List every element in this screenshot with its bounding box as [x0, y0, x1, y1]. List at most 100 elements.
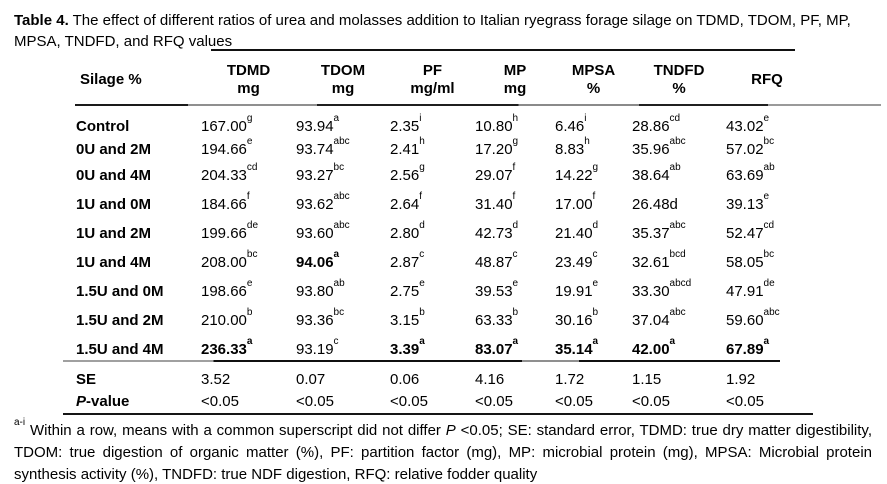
- cell-superscript: h: [419, 135, 425, 147]
- table-cell: 2.87c: [390, 248, 475, 277]
- cell-value: 93.27: [296, 167, 334, 184]
- cell-value: 3.52: [201, 370, 231, 388]
- table-cell: 194.66e: [201, 135, 296, 161]
- table-cell: 10.80h: [475, 104, 555, 138]
- table-caption-number: Table 4.: [14, 12, 69, 29]
- cell-value: 93.94: [296, 118, 334, 135]
- table-cell: 28.86cd: [632, 104, 726, 138]
- table-cell: 42.00a: [632, 335, 726, 364]
- table-cell: 167.00g: [201, 104, 296, 138]
- stat-cell: <0.05: [390, 390, 475, 412]
- cell-superscript: b: [419, 306, 425, 318]
- table-cell: 236.33a: [201, 335, 296, 364]
- cell-superscript: bc: [763, 248, 775, 260]
- footnote-text-2: <0.05; SE: standard error, TDMD: true dr…: [14, 422, 872, 483]
- table-cell: 32.61bcd: [632, 248, 726, 277]
- cell-superscript: ab: [763, 161, 775, 173]
- body-footer-separator-rule: [63, 360, 780, 362]
- table-cell: 47.91de: [726, 277, 808, 306]
- cell-value: 94.06: [296, 254, 334, 271]
- table-cell: 17.00f: [555, 190, 632, 219]
- title-underline: [211, 49, 795, 51]
- table-cell: 39.53e: [475, 277, 555, 306]
- cell-value: 26.48d: [632, 196, 678, 213]
- cell-value: 57.02: [726, 141, 764, 158]
- table-cell: 14.22g: [555, 161, 632, 190]
- column-name: PF: [422, 62, 443, 79]
- table-cell: 67.89a: [726, 335, 808, 364]
- cell-value: 93.19: [296, 341, 334, 358]
- cell-value: 93.74: [296, 141, 334, 158]
- column-unit: %: [672, 80, 686, 97]
- cell-superscript: bc: [333, 161, 345, 173]
- cell-superscript: b: [246, 306, 253, 318]
- table-row: 1.5U and 4M 236.33a 93.19c 3.39a 83.07a 35.14…: [76, 335, 808, 364]
- column-header-tdmd: TDMD mg: [201, 56, 296, 104]
- cell-superscript: f: [246, 190, 250, 202]
- header-row: Silage % TDMD mg TDOM mg PF mg/ml MP mg MPSA% TND…: [76, 56, 808, 104]
- cell-superscript: g: [592, 161, 599, 173]
- table-cell: 31.40f: [475, 190, 555, 219]
- row-label: 1.5U and 4M: [76, 341, 164, 358]
- table-cell: 8.83h: [555, 136, 632, 161]
- row-label: 1U and 4M: [76, 254, 152, 271]
- cell-superscript: f: [419, 190, 422, 202]
- cell-value: 39.13: [726, 196, 764, 213]
- table-cell: 2.75e: [390, 277, 475, 306]
- cell-superscript: abc: [669, 219, 686, 231]
- table-caption-text: The effect of different ratios of urea a…: [14, 12, 851, 50]
- cell-superscript: g: [246, 112, 253, 124]
- stat-cell: <0.05: [632, 390, 726, 412]
- cell-superscript: cd: [763, 219, 775, 231]
- cell-superscript: abc: [669, 306, 686, 318]
- cell-value: 0.06: [390, 370, 420, 388]
- cell-value: 10.80: [475, 118, 513, 135]
- stat-cell: 1.92: [726, 364, 808, 390]
- cell-value: 0.07: [296, 370, 326, 388]
- cell-superscript: c: [419, 248, 425, 260]
- table-row: Control 167.00g 93.94a 2.35i 10.80h 6.46i 28.8…: [76, 104, 808, 138]
- cell-value: 2.64: [390, 196, 420, 213]
- table-cell: 38.64ab: [632, 161, 726, 190]
- cell-superscript: e: [763, 112, 770, 124]
- cell-value: 28.86: [632, 118, 670, 135]
- column-unit: mg/ml: [410, 80, 455, 97]
- cell-superscript: d: [512, 219, 519, 231]
- stat-cell: 3.52: [201, 364, 296, 390]
- cell-superscript: a: [333, 248, 340, 260]
- table-cell: 93.36bc: [296, 306, 390, 335]
- column-unit: mg: [237, 80, 260, 97]
- cell-value: 23.49: [555, 254, 593, 271]
- cell-superscript: bc: [763, 135, 775, 147]
- table-cell: 35.14a: [555, 335, 632, 364]
- table-row: 1U and 4M 208.00bc 94.06a 2.87c 48.87c 23.49c…: [76, 248, 808, 277]
- cell-value: 33.30: [632, 283, 670, 300]
- column-name: TDOM: [320, 62, 366, 79]
- cell-superscript: e: [246, 277, 253, 289]
- stat-cell: 0.06: [390, 364, 475, 390]
- table-cell: 93.27bc: [296, 161, 390, 190]
- cell-value: 38.64: [632, 167, 670, 184]
- row-label: 1U and 2M: [76, 225, 152, 242]
- cell-superscript: a: [669, 335, 676, 347]
- cell-value: 93.36: [296, 312, 334, 329]
- cell-value: 52.47: [726, 225, 764, 242]
- row-label: 0U and 4M: [76, 167, 152, 184]
- cell-value: 199.66: [201, 225, 247, 242]
- table-cell: 43.02e: [726, 104, 808, 138]
- stat-cell: <0.05: [555, 390, 632, 412]
- cell-value: 198.66: [201, 283, 247, 300]
- cell-superscript: e: [512, 277, 519, 289]
- table-cell: 29.07f: [475, 161, 555, 190]
- cell-value: 236.33: [201, 341, 247, 358]
- stat-cell: <0.05: [201, 390, 296, 412]
- table-row: 1U and 0M 184.66f 93.62abc 2.64f 31.40f 17.00…: [76, 190, 808, 219]
- table-cell: 52.47cd: [726, 219, 808, 248]
- table-bottom-rule: [63, 413, 813, 415]
- table-body: Control 167.00g 93.94a 2.35i 10.80h 6.46i 28.8…: [76, 104, 808, 364]
- table-cell: 83.07a: [475, 335, 555, 364]
- cell-superscript: e: [246, 135, 253, 147]
- table-cell: 2.80d: [390, 219, 475, 248]
- row-label: Control: [76, 118, 130, 135]
- table-cell: 210.00b: [201, 306, 296, 335]
